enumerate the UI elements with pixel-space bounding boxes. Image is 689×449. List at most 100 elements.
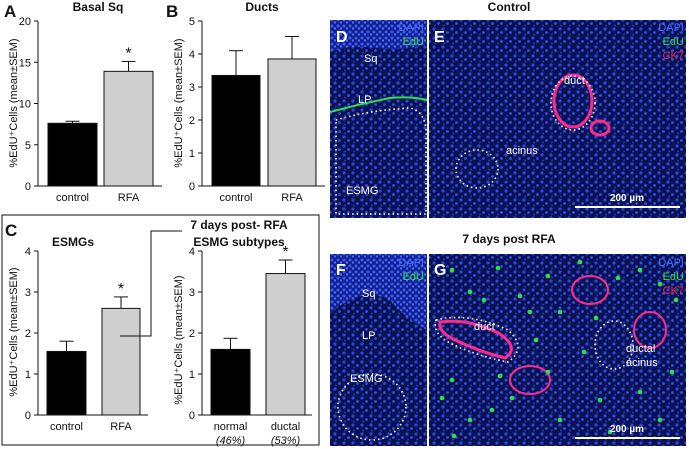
micrograph-e-ck7-small xyxy=(589,119,611,137)
y-tick-label: 5 xyxy=(25,140,31,152)
edu-nucleus xyxy=(637,389,643,395)
edu-nucleus xyxy=(533,337,539,343)
micrograph-f-epithelium xyxy=(330,254,427,330)
y-tick-label: 15 xyxy=(19,57,31,69)
edu-nucleus xyxy=(657,417,663,423)
micrograph-e-legend-edu: EdU xyxy=(663,36,684,48)
category-label: ductal xyxy=(271,421,300,433)
bar-normal xyxy=(210,348,251,416)
micrograph-f-letter: F xyxy=(336,262,346,279)
micrograph-g-legend-ck7: CK7 xyxy=(663,285,684,297)
micrograph-d-edu-layer xyxy=(329,96,428,113)
micrograph-g-label-duct: duct xyxy=(474,321,495,333)
y-tick-label: 4 xyxy=(189,49,195,61)
micrograph-g-scale-label: 200 µm xyxy=(610,424,644,435)
category-note: (46%) xyxy=(216,435,246,447)
edu-nucleus xyxy=(451,433,457,439)
micrograph-g-label-ductal: ductal xyxy=(626,343,655,355)
y-tick-label: 0 xyxy=(25,410,31,422)
y-tick-label: 2 xyxy=(189,328,195,340)
micrograph-g-image xyxy=(429,254,686,446)
y-tick-label: 3 xyxy=(25,287,31,299)
edu-nucleus xyxy=(527,309,533,315)
y-tick-label: 4 xyxy=(25,246,31,258)
micrograph-d-label-esmg: ESMG xyxy=(346,185,378,197)
edu-nucleus xyxy=(637,267,643,273)
edu-nucleus xyxy=(481,297,487,303)
micrograph-g-legend-edu: EdU xyxy=(663,271,684,283)
edu-nucleus xyxy=(517,293,523,299)
panel-c-subtype-ylabel: %EdU⁺Cells (mean±SEM) xyxy=(173,275,185,404)
micrograph-e: E DAPI EdU CK7 duct acinus 200 µm xyxy=(429,20,686,218)
category-label: RFA xyxy=(118,192,140,204)
subtype-title-line2: ESMG subtypes xyxy=(193,235,285,249)
y-tick-label: 1 xyxy=(189,369,195,381)
panel-letter-a: A xyxy=(4,2,16,21)
panel-b-plot: 0 1 2 3 4 5 control RFA xyxy=(189,16,325,204)
category-label: normal xyxy=(214,421,248,433)
micrograph-f-esmg-outline xyxy=(337,373,407,441)
panel-c-subtype-plot: 0 1 2 3 4 normal (46%) * ductal (53%) xyxy=(189,244,312,447)
subtype-connector xyxy=(120,230,182,337)
y-tick-label: 4 xyxy=(189,246,195,258)
micrograph-d-legend-edu: EdU xyxy=(403,36,424,48)
micrograph-d-legend-dapi: DAPI xyxy=(398,22,424,34)
significance-marker: * xyxy=(125,45,131,62)
edu-nucleus xyxy=(593,315,599,321)
edu-nucleus xyxy=(439,395,445,401)
micrograph-d: D DAPI EdU Sq LP ESMG xyxy=(329,20,428,218)
significance-marker: * xyxy=(118,281,124,298)
edu-nucleus xyxy=(449,377,455,383)
micrograph-g-duct-ck7 xyxy=(438,319,513,360)
panel-c-title: ESMGs xyxy=(52,235,94,249)
edu-nucleus xyxy=(489,407,495,413)
edu-nucleus xyxy=(669,369,675,375)
edu-nucleus xyxy=(607,429,613,435)
micrograph-e-label-acinus: acinus xyxy=(506,145,538,157)
category-label: RFA xyxy=(281,192,303,204)
edu-nucleus xyxy=(577,259,583,265)
micrograph-g-ck7-1 xyxy=(509,365,551,395)
bar-RFA xyxy=(101,307,141,416)
micrograph-d-label-lp: LP xyxy=(358,94,371,106)
panel-letter-b: B xyxy=(166,2,178,21)
bar-ductal xyxy=(265,273,306,416)
micrograph-f-label-lp: LP xyxy=(362,330,375,342)
y-tick-label: 10 xyxy=(19,99,31,111)
significance-marker: * xyxy=(282,244,288,261)
y-tick-label: 2 xyxy=(25,328,31,340)
panel-a-ylabel: %EdU⁺Cells (mean±SEM) xyxy=(8,38,20,167)
micrograph-f-label-sq: Sq xyxy=(362,288,375,300)
edu-nucleus xyxy=(449,267,455,273)
micrographs: Control 7 days post RFA D DAPI EdU Sq LP… xyxy=(329,0,686,446)
edu-nucleus xyxy=(467,289,473,295)
y-tick-label: 0 xyxy=(189,181,195,193)
y-tick-label: 20 xyxy=(19,16,31,28)
micrograph-g-duct-outline xyxy=(434,316,519,363)
micrograph-g-ck7-2 xyxy=(571,275,609,305)
panel-a-plot: 0 5 10 15 20 control * RFA xyxy=(19,16,162,204)
y-tick-label: 5 xyxy=(189,16,195,28)
category-label: RFA xyxy=(110,421,132,433)
bar-RFA xyxy=(267,58,317,187)
micrograph-g-edu-nuclei xyxy=(439,259,679,439)
micrograph-e-duct-outline xyxy=(550,75,596,131)
micrograph-g: G DAPI EdU CK7 duct ductal acinus 200 µm xyxy=(429,254,686,446)
edu-nucleus xyxy=(497,373,503,379)
category-note: (53%) xyxy=(271,435,301,447)
edu-nucleus xyxy=(615,275,621,281)
micrograph-g-letter: G xyxy=(434,262,446,279)
micrograph-f-legend-edu: EdU xyxy=(403,271,424,283)
edu-nucleus xyxy=(545,273,551,279)
y-tick-label: 0 xyxy=(25,181,31,193)
micrograph-e-acinus-outline xyxy=(455,149,499,189)
micrograph-g-ck7-3 xyxy=(633,311,667,349)
edu-nucleus xyxy=(557,417,563,423)
panel-b-title: Ducts xyxy=(245,0,279,14)
edu-nucleus xyxy=(597,397,603,403)
micrograph-f-label-esmg: ESMG xyxy=(350,373,382,385)
panel-letter-c: C xyxy=(5,221,17,240)
bar-RFA xyxy=(103,70,154,187)
y-tick-label: 2 xyxy=(189,115,195,127)
micrograph-f-legend-dapi: DAPI xyxy=(398,257,424,269)
